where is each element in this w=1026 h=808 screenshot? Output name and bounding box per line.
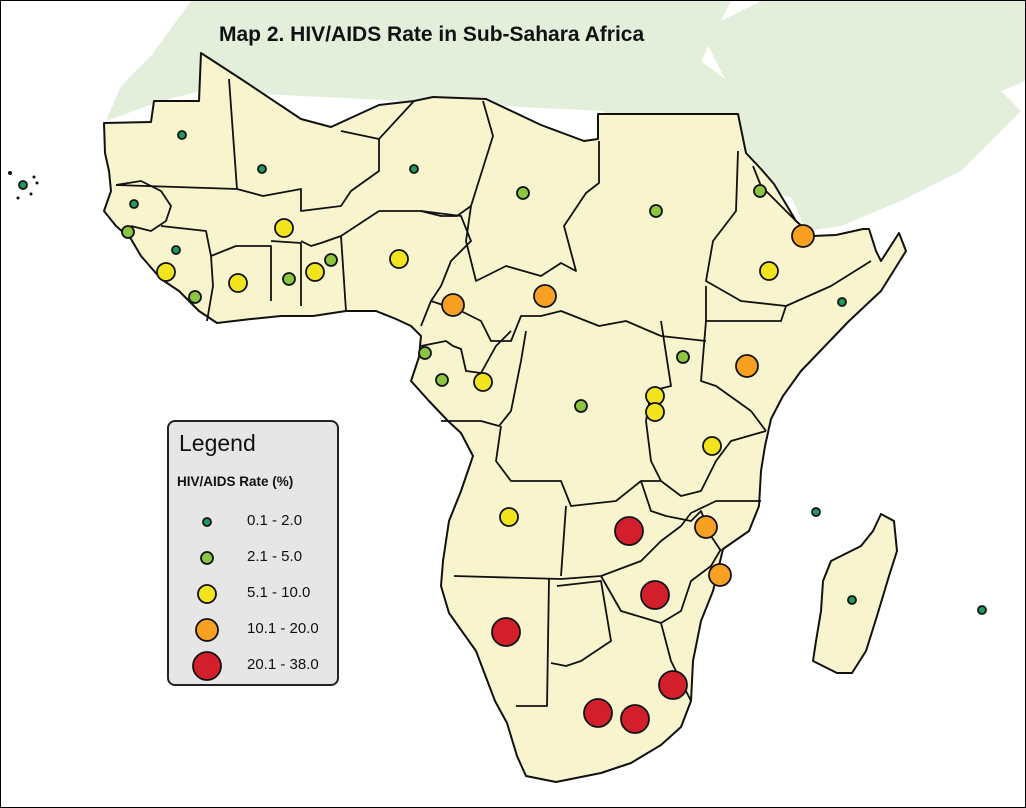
legend-item: 5.1 - 10.0 [169, 576, 339, 612]
rate-point [499, 507, 519, 527]
rate-point [735, 354, 759, 378]
rate-point [708, 563, 732, 587]
legend-box: Legend HIV/AIDS Rate (%) 0.1 - 2.0 2.1 -… [167, 420, 339, 686]
rate-point [18, 180, 28, 190]
rate-point [533, 284, 557, 308]
rate-point [640, 580, 670, 610]
rate-point [645, 402, 665, 422]
rate-point [759, 261, 779, 281]
legend-label: 0.1 - 2.0 [247, 512, 303, 529]
madagascar [812, 513, 898, 674]
rate-point [837, 297, 847, 307]
legend-symbol-icon [197, 584, 217, 604]
legend-title: Legend [179, 430, 256, 456]
rate-point [156, 262, 176, 282]
legend-symbol-icon [202, 517, 212, 527]
legend-label: 10.1 - 20.0 [247, 620, 319, 637]
rate-point [847, 595, 857, 605]
rate-point [171, 245, 181, 255]
cape-verde-islands [8, 171, 39, 200]
rate-point [676, 350, 690, 364]
rate-point [389, 249, 409, 269]
legend-symbol-icon [195, 618, 219, 642]
rate-point [282, 272, 296, 286]
rate-point [620, 704, 650, 734]
rate-point [658, 670, 688, 700]
rate-point [791, 224, 815, 248]
legend-item: 2.1 - 5.0 [169, 540, 339, 576]
rate-point [753, 184, 767, 198]
legend-label: 2.1 - 5.0 [247, 548, 303, 565]
country-borders [115, 78, 872, 707]
rate-point [583, 698, 613, 728]
rate-point [649, 204, 663, 218]
rate-point [614, 516, 644, 546]
rate-point [418, 346, 432, 360]
legend-symbol-icon [200, 551, 214, 565]
rate-point [274, 218, 294, 238]
rate-point [811, 507, 821, 517]
rate-point [977, 605, 987, 615]
rate-point [257, 164, 267, 174]
rate-point [177, 130, 187, 140]
rate-point [435, 373, 449, 387]
rate-point [516, 186, 530, 200]
map-title: Map 2. HIV/AIDS Rate in Sub-Sahara Afric… [219, 23, 645, 46]
rate-point [121, 225, 135, 239]
legend-symbol-icon [192, 651, 222, 681]
legend-item: 0.1 - 2.0 [169, 504, 339, 540]
rate-point [574, 399, 588, 413]
legend-label: 20.1 - 38.0 [247, 656, 319, 673]
rate-point [441, 293, 465, 317]
rate-point [129, 199, 139, 209]
legend-item: 10.1 - 20.0 [169, 612, 339, 648]
legend-item: 20.1 - 38.0 [169, 648, 339, 684]
rate-point [694, 515, 718, 539]
rate-point [491, 617, 521, 647]
rate-point [473, 372, 493, 392]
hiv-rate-points [18, 130, 987, 734]
arabia-land [701, 1, 1025, 231]
rate-point [409, 164, 419, 174]
legend-subtitle: HIV/AIDS Rate (%) [177, 474, 294, 489]
rate-point [305, 262, 325, 282]
rate-point [228, 273, 248, 293]
rate-point [702, 436, 722, 456]
rate-point [188, 290, 202, 304]
legend-label: 5.1 - 10.0 [247, 584, 311, 601]
rate-point [324, 253, 338, 267]
